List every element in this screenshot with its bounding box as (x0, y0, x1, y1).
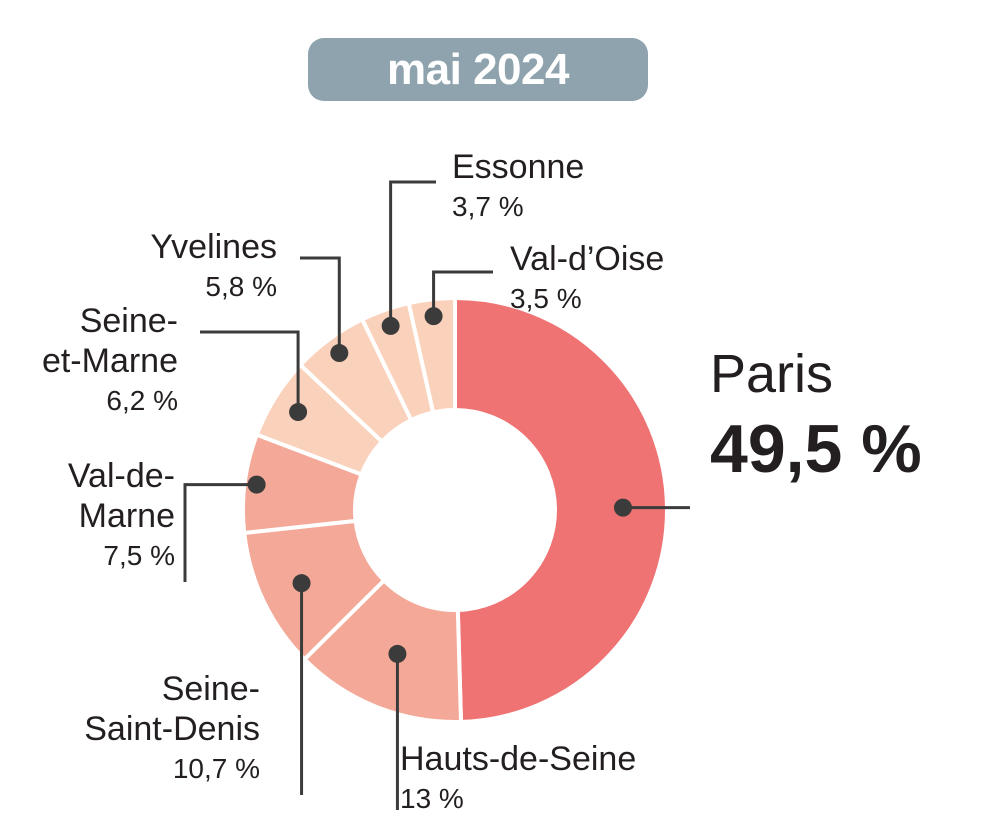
leader-dot-val-de-marne (247, 475, 266, 494)
label-value-seine-saint-denis: 10,7 % (173, 753, 260, 784)
label-name-paris: Paris (710, 344, 833, 404)
leader-dot-paris (613, 498, 632, 517)
label-name-essonne: Essonne (452, 148, 584, 186)
leader-line-essonne (389, 180, 436, 326)
label-name-yvelines: Yvelines (150, 228, 277, 266)
leader-dot-val-d-oise (424, 307, 443, 326)
leader-line-seine-et-marne (200, 330, 300, 413)
chart-title: mai 2024 (308, 38, 648, 101)
leader-dot-essonne (381, 316, 400, 335)
label-name-hauts-de-seine: Hauts-de-Seine (400, 740, 636, 778)
label-value-val-de-marne: 7,5 % (103, 540, 175, 571)
leader-lines (183, 180, 690, 810)
label-name-val-d-oise: Val-d’Oise (510, 240, 664, 278)
label-name-seine-saint-denis-line-2: Saint-Denis (84, 710, 260, 748)
leader-dot-seine-et-marne (289, 403, 308, 422)
slice-paris (453, 295, 669, 724)
label-value-yvelines: 5,8 % (205, 271, 277, 302)
label-name-seine-saint-denis-line-1: Seine- (162, 670, 260, 708)
leader-dot-yvelines (330, 344, 349, 363)
label-name-seine-et-marne-line-2: et-Marne (42, 342, 178, 380)
slice-hauts-de-seine (301, 577, 464, 724)
leader-dot-hauts-de-seine (388, 644, 407, 663)
label-value-essonne: 3,7 % (452, 191, 524, 222)
label-name-seine-et-marne-line-1: Seine- (80, 302, 178, 340)
leader-line-val-de-marne (183, 483, 257, 582)
leader-dot-seine-saint-denis (292, 574, 311, 593)
label-value-paris: 49,5 % (710, 411, 922, 487)
donut-slices (241, 295, 669, 724)
label-name-val-de-marne-line-1: Val-de- (68, 457, 175, 495)
label-value-val-d-oise: 3,5 % (510, 283, 582, 314)
leader-line-yvelines (300, 256, 341, 354)
label-value-seine-et-marne: 6,2 % (106, 385, 178, 416)
label-name-val-de-marne-line-2: Marne (79, 497, 175, 535)
label-value-hauts-de-seine: 13 % (400, 783, 464, 814)
leader-line-val-d-oise (432, 270, 493, 317)
slice-val-d-oise (406, 295, 457, 415)
